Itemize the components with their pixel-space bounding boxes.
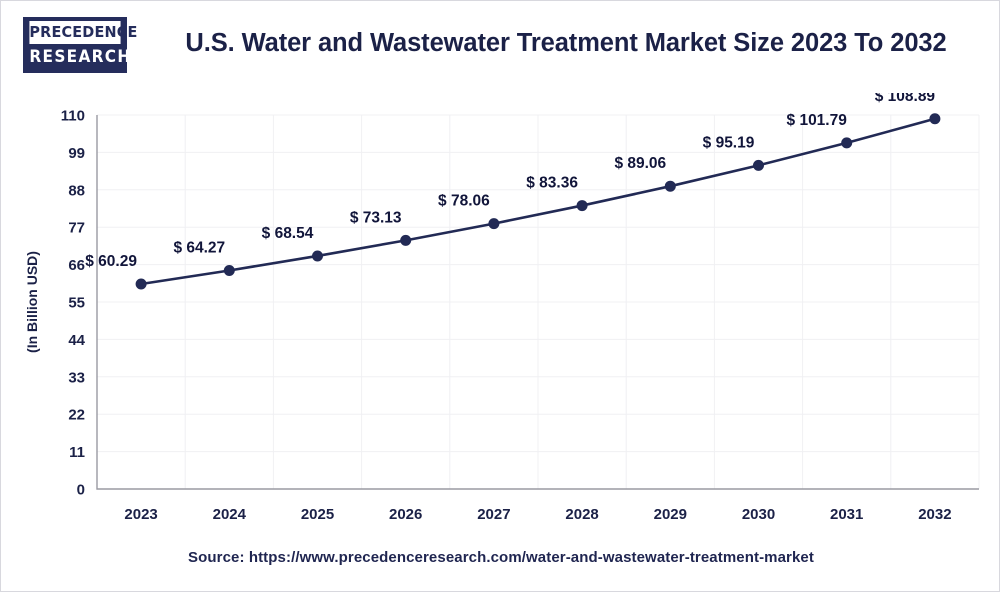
data-point-label: $ 60.29 xyxy=(85,253,137,270)
data-point-marker[interactable] xyxy=(488,218,500,230)
data-point-marker[interactable] xyxy=(400,234,412,246)
x-axis-tick-label: 2026 xyxy=(389,506,422,523)
series-markers xyxy=(135,113,941,290)
data-point-label: $ 89.06 xyxy=(614,155,666,172)
data-point-label: $ 78.06 xyxy=(438,193,490,210)
y-axis-tick-label: 66 xyxy=(68,257,85,274)
data-point-marker[interactable] xyxy=(753,159,764,171)
y-axis-tick-label: 11 xyxy=(69,444,85,461)
y-axis-tick-label: 88 xyxy=(68,182,85,199)
series-line xyxy=(139,117,937,286)
y-axis-tick-label: 33 xyxy=(68,369,85,386)
y-axis-tick-label: 77 xyxy=(68,220,85,237)
chart-header: PRECEDENCE RESEARCH U.S. Water and Waste… xyxy=(1,1,999,93)
data-point-label: $ 68.54 xyxy=(262,225,314,242)
x-axis-tick-label: 2024 xyxy=(213,506,247,523)
data-point-marker[interactable] xyxy=(841,137,853,149)
x-axis-tick-label: 2029 xyxy=(654,506,687,523)
y-axis-tick-label: 55 xyxy=(68,295,85,312)
chart-plot-area: 0 11 22 33 44 55 66 77 88 99 110 2023 2024 2025 2026 2… xyxy=(1,93,999,533)
x-axis-tick-label: 2028 xyxy=(565,506,598,523)
page-title: U.S. Water and Wastewater Treatment Mark… xyxy=(185,29,947,57)
data-point-label: $ 73.13 xyxy=(350,209,402,226)
series-data-labels: $ 60.29 $ 64.27 $ 68.54 $ 73.13 $ 78.06 $ 83.… xyxy=(85,93,935,270)
data-point-marker[interactable] xyxy=(223,264,235,276)
data-point-marker[interactable] xyxy=(312,250,323,262)
series-polyline xyxy=(139,117,937,286)
y-axis-tick-label: 99 xyxy=(68,145,85,162)
logo-text-research: RESEARCH xyxy=(29,45,130,69)
data-point-marker[interactable] xyxy=(576,200,588,212)
data-point-marker[interactable] xyxy=(135,278,147,290)
x-axis-tick-label: 2027 xyxy=(477,506,510,523)
chart-axes xyxy=(96,115,979,490)
x-axis-tick-label: 2032 xyxy=(918,506,951,523)
x-axis-tick-labels: 2023 2024 2025 2026 2027 2028 2029 2030 2031 2032 xyxy=(124,506,951,523)
y-axis-title-label: (In Billion USD) xyxy=(24,251,40,353)
data-point-marker[interactable] xyxy=(664,180,676,192)
data-point-label: $ 95.19 xyxy=(703,134,755,151)
axis-lines xyxy=(96,115,979,490)
x-axis-tick-label: 2030 xyxy=(742,506,775,523)
chart-gridlines xyxy=(96,114,980,490)
y-axis-title: (In Billion USD) xyxy=(24,251,40,353)
x-axis-tick-label: 2025 xyxy=(301,506,334,523)
y-axis-tick-label: 0 xyxy=(77,482,85,499)
y-axis-tick-label: 110 xyxy=(61,108,85,125)
logo-text-precedence: PRECEDENCE xyxy=(29,21,137,44)
y-axis-tick-label: 22 xyxy=(68,407,85,424)
y-axis-tick-label: 44 xyxy=(68,332,85,349)
data-point-label: $ 83.36 xyxy=(526,175,578,192)
data-point-label: $ 64.27 xyxy=(173,239,225,256)
x-axis-tick-label: 2031 xyxy=(830,506,863,523)
precedence-research-logo: PRECEDENCE RESEARCH xyxy=(23,17,137,73)
data-point-marker[interactable] xyxy=(929,113,941,125)
data-point-label: $ 101.79 xyxy=(787,112,848,129)
source-caption: Source: https://www.precedenceresearch.c… xyxy=(188,549,814,566)
data-point-label: $ 108.89 xyxy=(875,93,936,105)
y-axis-tick-labels: 0 11 22 33 44 55 66 77 88 99 110 xyxy=(61,108,86,499)
x-axis-tick-label: 2023 xyxy=(124,506,157,523)
